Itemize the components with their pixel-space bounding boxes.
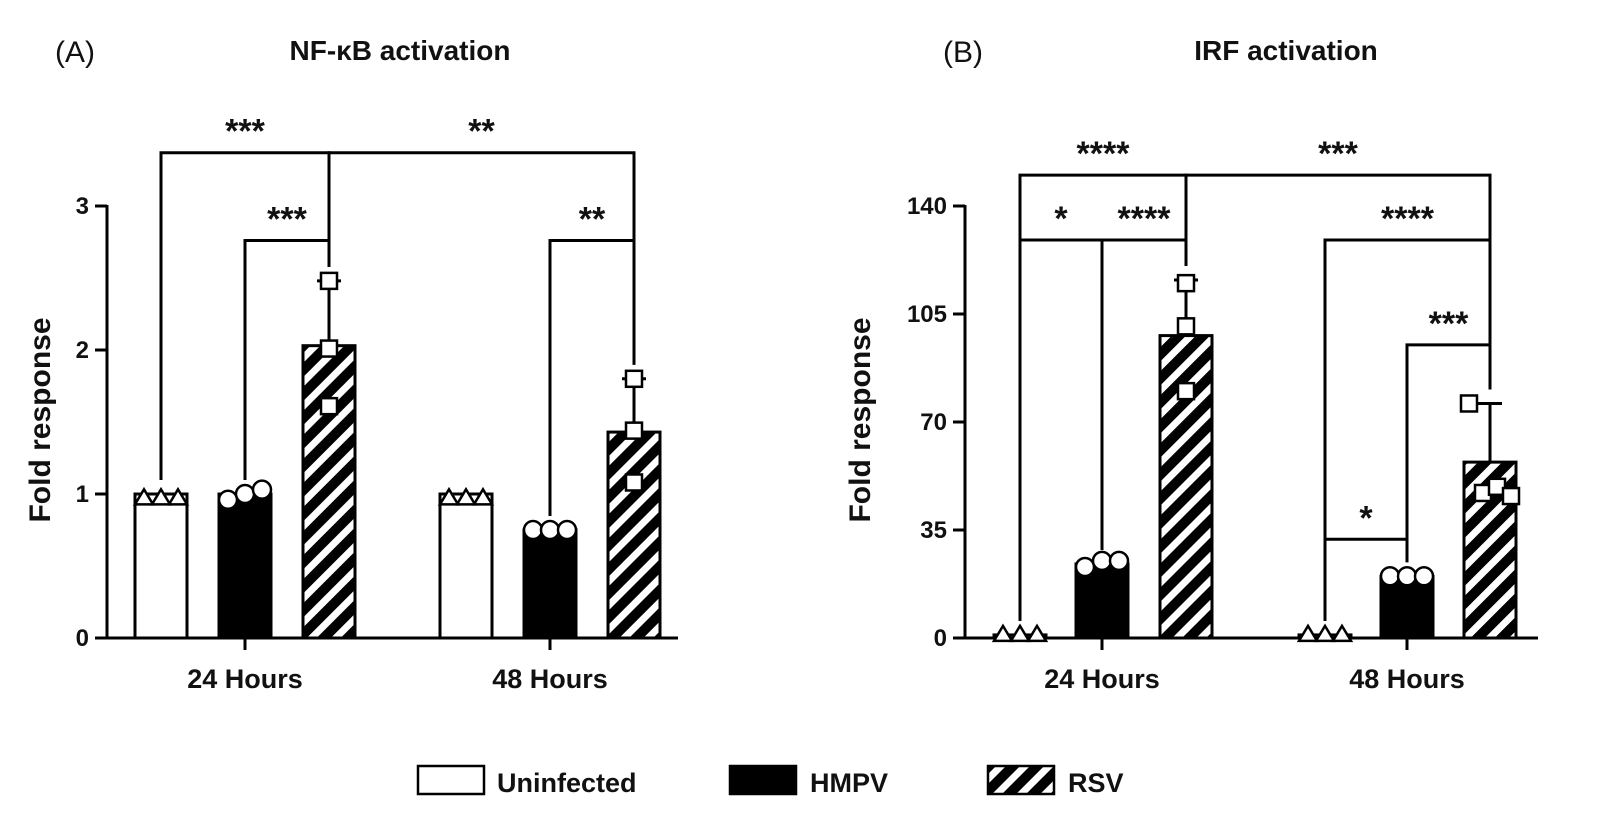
panel-b-significance-bracket <box>1184 173 1492 390</box>
panel-a-bar-hmpv <box>217 492 273 640</box>
panel-b-y-axis-title: Fold response <box>844 317 877 522</box>
panel-a-point-square <box>624 473 644 492</box>
panel-a-bar-uninfected <box>133 492 189 640</box>
panel-b-y-tick-label: 35 <box>920 517 947 544</box>
panel-a-point-square <box>624 421 644 440</box>
panel-a-significance-label: ** <box>468 113 495 151</box>
panel-b-x-tick-label: 24 Hours <box>1044 664 1160 694</box>
panel-b-point-square <box>1501 486 1521 506</box>
panel-b-significance-bracket <box>1405 343 1492 563</box>
panel-b-point-circle <box>1108 550 1130 572</box>
panel-a-point-square <box>319 396 339 416</box>
panel-b-significance-bracket <box>1323 238 1492 621</box>
panel-b-significance-label: **** <box>1118 200 1172 238</box>
panel-a-bar-rsv <box>606 430 662 640</box>
panel-b-bar-rsv <box>1158 334 1214 640</box>
panel-a-significance-bracket <box>327 151 636 365</box>
panel-a-bar-rsv <box>301 344 357 640</box>
panel-a-point-square <box>624 369 644 389</box>
legend-swatch-rsv <box>986 764 1056 796</box>
panel-a-significance-bracket <box>243 239 331 480</box>
panel-b-x-tick-label: 48 Hours <box>1349 664 1465 694</box>
panel-b-significance-label: **** <box>1381 200 1435 238</box>
panel-b-y-tick-label: 140 <box>907 193 947 220</box>
panel-b-point-triangle <box>1025 623 1049 643</box>
panel-a-significance-bracket <box>548 239 636 516</box>
panel-a-point-triangle <box>471 486 495 506</box>
panel-b-y-tick-label: 105 <box>907 301 947 328</box>
panel-a-x-tick-label: 48 Hours <box>492 664 608 694</box>
panel-b-significance-label: * <box>1359 499 1373 537</box>
panel-b-label: (B) <box>943 36 983 69</box>
legend-label-uninfected: Uninfected <box>497 768 637 798</box>
panel-a-point-circle <box>234 483 256 505</box>
panel-b-point-circle <box>1091 550 1113 572</box>
panel-a-title: NF-κB activation <box>290 35 511 66</box>
panel-b-y-tick-label: 0 <box>934 625 947 652</box>
panel-b-point-square <box>1176 273 1196 293</box>
panel-b-point-circle <box>1413 566 1435 587</box>
panel-a-y-tick-label: 2 <box>76 337 89 364</box>
legend: Uninfected HMPV RSV <box>416 764 1124 798</box>
panel-a-point-circle <box>251 479 273 500</box>
panel-b-point-square <box>1487 477 1507 497</box>
panel-b-significance-bracket <box>1100 238 1188 550</box>
panel-a-bar-hmpv <box>522 528 578 640</box>
panel-b-point-square <box>1176 381 1196 401</box>
panel-a-bar-uninfected <box>438 492 494 640</box>
legend-swatch-uninfected <box>416 764 486 796</box>
panel-a-y-tick-label: 0 <box>76 625 89 652</box>
panel-b-significance-label: * <box>1054 200 1068 238</box>
panel-b-significance-bracket <box>1323 537 1409 621</box>
panel-b-point-triangle <box>1008 623 1032 643</box>
panel-a-significance-label: ** <box>579 201 606 239</box>
panel-b-point-square <box>1176 317 1196 336</box>
panel-b-point-triangle <box>991 623 1015 643</box>
panel-a-point-triangle <box>166 486 190 506</box>
panel-a-label: (A) <box>55 36 95 69</box>
panel-a-point-square <box>319 339 339 358</box>
panel-a-point-circle <box>522 519 544 541</box>
panel-a-point-square <box>319 271 339 291</box>
panel-b-point-square <box>1459 394 1479 413</box>
panel-b-y-tick-label: 70 <box>920 409 947 436</box>
panel-a-point-circle <box>217 489 239 511</box>
panel-a-y-tick-label: 3 <box>76 193 89 220</box>
panel-a-significance-label: *** <box>225 113 265 151</box>
panel-b-significance-label: *** <box>1318 135 1358 173</box>
panel-a-significance-label: *** <box>267 201 307 239</box>
panel-b-point-circle <box>1074 556 1096 578</box>
panel-b-point-circle <box>1396 566 1418 587</box>
panel-b-point-triangle <box>1313 623 1337 643</box>
panel-a-point-circle <box>556 519 578 541</box>
panel-a-point-triangle <box>132 486 156 506</box>
panel-a-point-triangle <box>149 486 173 506</box>
legend-swatch-hmpv <box>728 764 798 796</box>
legend-label-hmpv: HMPV <box>810 768 888 798</box>
panel-a-point-circle <box>539 519 561 541</box>
panel-a-y-tick-label: 1 <box>76 481 89 508</box>
panel-a-point-triangle <box>437 486 461 506</box>
panel-b-significance-label: *** <box>1429 305 1469 343</box>
panel-a-point-triangle <box>454 486 478 506</box>
panel-a-y-axis-title: Fold response <box>24 317 57 522</box>
panel-b-point-triangle <box>1330 623 1354 643</box>
panel-b-significance-label: **** <box>1077 135 1131 173</box>
panel-a-x-tick-label: 24 Hours <box>187 664 303 694</box>
panel-b-point-triangle <box>1296 623 1320 643</box>
legend-label-rsv: RSV <box>1068 768 1124 798</box>
panel-b-title: IRF activation <box>1194 35 1378 66</box>
panel-b-point-circle <box>1379 566 1401 587</box>
